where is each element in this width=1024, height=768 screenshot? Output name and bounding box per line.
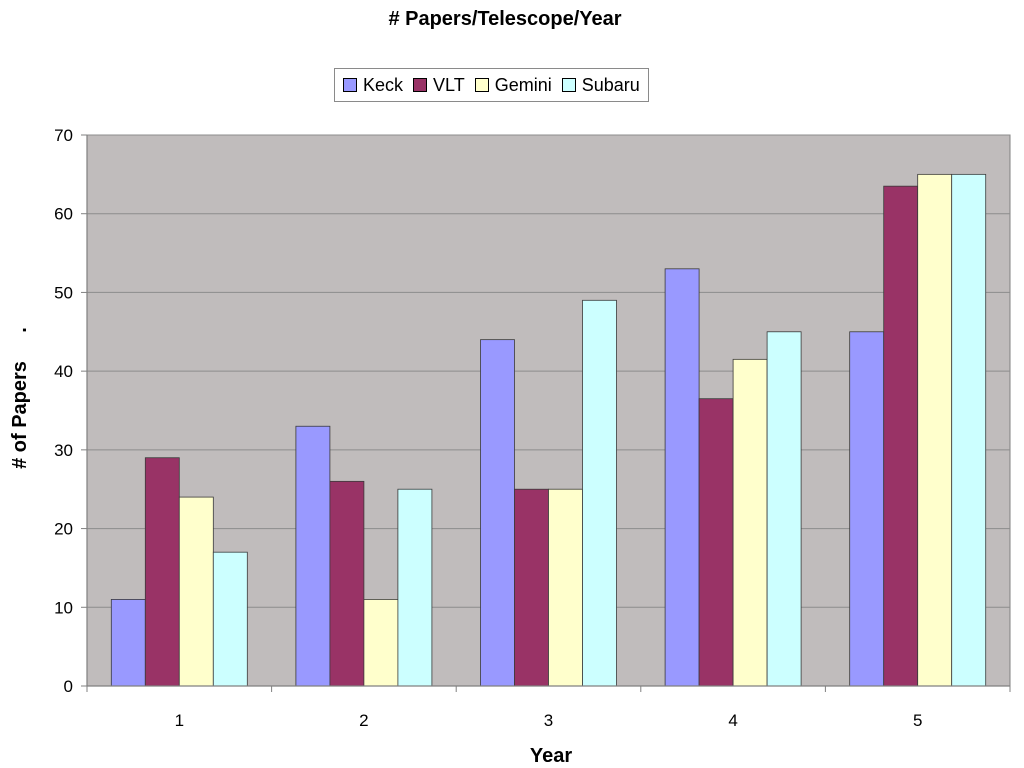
legend-swatch (343, 78, 357, 92)
legend-swatch (474, 78, 489, 92)
bars (110, 173, 987, 687)
axes: 0 10 20 30 40 50 60 70 1 2 3 4 5 (54, 126, 1011, 730)
x-tick-label: 1 (175, 711, 184, 730)
y-axis-title-dot: . (9, 327, 31, 333)
bar-subaru-3 (582, 299, 617, 687)
legend-item-subaru: Subaru (561, 74, 640, 96)
bar-gemini-3 (548, 488, 583, 687)
bar-keck-5 (849, 331, 885, 687)
y-axis-title: # of Papers (9, 361, 31, 469)
bar-vlt-1 (144, 457, 180, 687)
bar-gemini-4 (732, 358, 768, 687)
y-tick-label: 10 (54, 598, 73, 617)
x-axis-title: Year (530, 745, 572, 767)
legend-label: Subaru (581, 74, 640, 95)
bar-keck-3 (480, 339, 515, 687)
legend-item-gemini: Gemini (474, 74, 552, 96)
legend-item-vlt: VLT (413, 75, 465, 96)
bar-gemini-1 (178, 496, 214, 687)
bar-vlt-3 (514, 488, 549, 687)
legend-swatch (561, 78, 576, 92)
y-tick-label: 50 (54, 283, 73, 302)
legend-swatch (413, 78, 428, 92)
bar-gemini-2 (363, 599, 399, 687)
bar-subaru-1 (212, 551, 248, 687)
y-tick-label: 70 (54, 126, 73, 145)
x-tick-label: 5 (913, 711, 922, 730)
bar-vlt-2 (329, 480, 365, 687)
legend-label: Keck (363, 74, 404, 95)
y-tick-label: 20 (54, 520, 73, 539)
x-tick-label: 4 (728, 711, 737, 730)
x-tick-label: 3 (544, 711, 553, 730)
y-tick-label: 60 (54, 205, 73, 224)
bar-keck-2 (295, 425, 331, 687)
bar-vlt-5 (883, 185, 919, 687)
legend-label: VLT (433, 74, 465, 95)
y-tick-label: 30 (54, 441, 73, 460)
bar-keck-1 (110, 599, 146, 687)
bar-subaru-2 (397, 488, 433, 687)
y-tick-label: 0 (64, 677, 73, 696)
legend-label: Gemini (494, 74, 552, 95)
bar-subaru-4 (766, 331, 802, 687)
bar-keck-4 (664, 268, 700, 687)
y-tick-label: 40 (54, 362, 73, 381)
bar-vlt-4 (698, 398, 734, 687)
legend: Keck VLT Gemini Subaru (334, 68, 649, 102)
bar-subaru-5 (951, 173, 987, 687)
chart-title: # Papers/Telescope/Year (388, 8, 622, 30)
axis-labels: Year # of Papers . (9, 327, 572, 767)
bar-gemini-5 (917, 173, 953, 687)
x-tick-label: 2 (359, 711, 368, 730)
legend-item-keck: Keck (343, 75, 403, 96)
